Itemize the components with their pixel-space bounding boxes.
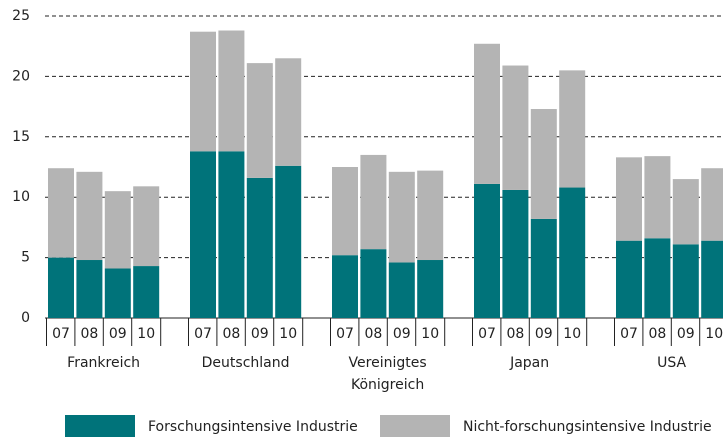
bar-segment <box>616 157 642 241</box>
y-tick-label: 25 <box>12 8 30 24</box>
x-tick-label: 10 <box>705 326 723 342</box>
group-label: USA <box>657 355 687 371</box>
y-tick-label: 10 <box>12 189 30 205</box>
y-tick-label: 5 <box>21 250 30 266</box>
y-tick-label: 0 <box>21 310 30 326</box>
bar-segment <box>246 63 273 178</box>
bar-segment <box>474 183 500 318</box>
bar-segment <box>218 30 245 152</box>
x-tick-label: 08 <box>648 326 666 342</box>
bar-segment <box>672 244 699 318</box>
bar-segment <box>530 109 557 219</box>
x-tick-label: 09 <box>393 326 411 342</box>
x-tick-label: 10 <box>563 326 581 342</box>
x-tick-label: 09 <box>677 326 695 342</box>
group-label: Frankreich <box>67 355 141 371</box>
bar-segment <box>644 238 671 318</box>
bar-segment <box>246 177 273 318</box>
bar-segment <box>48 257 74 318</box>
bar-segment <box>360 154 387 250</box>
bar-segment <box>474 43 500 184</box>
x-tick-label: 07 <box>52 326 70 342</box>
legend-swatch <box>380 415 450 437</box>
bar-segment <box>502 65 529 190</box>
bar-segment <box>190 31 216 152</box>
x-tick-label: 10 <box>421 326 439 342</box>
bar-segment <box>388 171 415 263</box>
bar-segment <box>360 249 387 318</box>
x-tick-label: 07 <box>478 326 496 342</box>
legend-label: Forschungsintensive Industrie <box>148 419 358 435</box>
bar-segment <box>133 266 160 318</box>
bar-segment <box>559 70 586 188</box>
bar-segment <box>616 240 642 318</box>
x-tick-label: 08 <box>222 326 240 342</box>
group-label: Vereinigtes Königreich <box>348 355 427 393</box>
bar-segment <box>104 191 131 269</box>
x-tick-label: 07 <box>336 326 354 342</box>
x-tick-label: 09 <box>251 326 269 342</box>
bar-segment <box>104 268 131 318</box>
bar-segment <box>559 187 586 318</box>
bar-segment <box>332 167 358 256</box>
x-tick-label: 07 <box>620 326 638 342</box>
y-tick-label: 15 <box>12 129 30 145</box>
bar-segment <box>76 171 103 261</box>
x-tick-label: 10 <box>137 326 155 342</box>
bar-segment <box>76 260 103 318</box>
bar-segment <box>190 151 216 318</box>
x-tick-label: 08 <box>506 326 524 342</box>
bar-segment <box>417 170 444 261</box>
legend-swatch <box>65 415 135 437</box>
bar-segment <box>388 262 415 318</box>
bar-segment <box>530 218 557 318</box>
bar-segment <box>644 156 671 239</box>
bar-segment <box>218 151 245 318</box>
x-tick-label: 08 <box>364 326 382 342</box>
group-label: Deutschland <box>201 355 290 371</box>
bar-segment <box>417 260 444 318</box>
legend-label: Nicht-forschungsintensive Industrie <box>463 419 712 435</box>
x-tick-label: 09 <box>535 326 553 342</box>
bar-segment <box>502 189 529 318</box>
bar-segment <box>275 58 302 166</box>
x-tick-label: 10 <box>279 326 297 342</box>
x-tick-label: 08 <box>80 326 98 342</box>
bar-segment <box>275 165 302 318</box>
bar-segment <box>332 255 358 318</box>
bar-segment <box>48 168 74 258</box>
y-tick-label: 20 <box>12 68 30 84</box>
bar-segment <box>701 240 723 318</box>
x-tick-label: 07 <box>194 326 212 342</box>
x-tick-label: 09 <box>109 326 127 342</box>
group-label: Japan <box>510 355 550 371</box>
bar-segment <box>133 186 160 267</box>
bar-segment <box>672 179 699 245</box>
bar-segment <box>701 168 723 241</box>
